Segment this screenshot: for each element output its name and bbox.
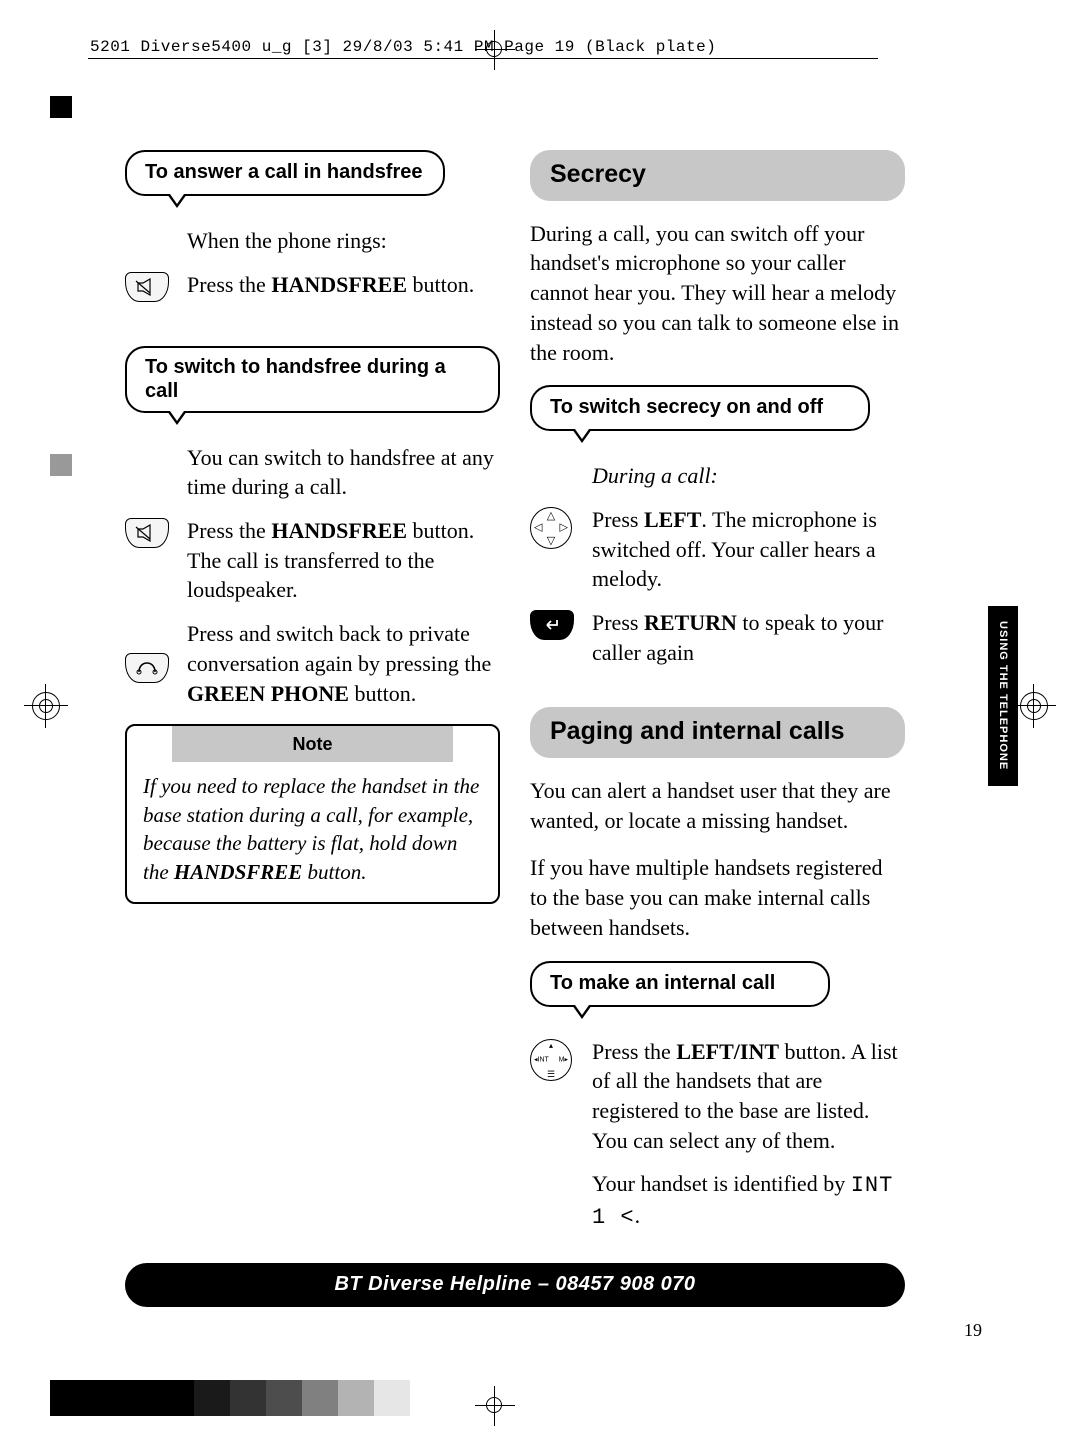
instruction-row: Press and switch back to private convers…	[125, 619, 500, 708]
registration-mark-left	[28, 688, 64, 724]
callout-switch-handsfree: To switch to handsfree during a call	[125, 346, 500, 413]
instruction-row: When the phone rings:	[125, 226, 500, 256]
section-paging: Paging and internal calls	[530, 707, 905, 758]
instruction-row: Press the HANDSFREE button. The call is …	[125, 516, 500, 605]
handsfree-icon	[125, 272, 169, 302]
page-content: To answer a call in handsfree When the p…	[125, 150, 905, 1247]
return-button-icon	[530, 610, 574, 640]
section-tab: USING THE TELEPHONE	[988, 606, 1018, 786]
registration-mark-right	[1016, 688, 1052, 724]
instruction-row: △▽◁▷ Press LEFT. The microphone is switc…	[530, 505, 905, 594]
press-color-bar	[50, 1380, 410, 1416]
callout-answer-handsfree: To answer a call in handsfree	[125, 150, 445, 196]
trim-marker-gray	[50, 454, 72, 476]
nav-button-icon: △▽◁▷	[530, 507, 572, 549]
instruction-text: Press the HANDSFREE button.	[187, 270, 500, 302]
callout-switch-secrecy: To switch secrecy on and off	[530, 385, 870, 431]
instruction-row: During a call:	[530, 461, 905, 491]
note-body: If you need to replace the handset in th…	[127, 772, 498, 885]
print-header: 5201 Diverse5400 u_g [3] 29/8/03 5:41 PM…	[90, 38, 716, 56]
instruction-row: ▴☰◂INTM▸ Press the LEFT/INT button. A li…	[530, 1037, 905, 1156]
crop-mark-bottom	[475, 1386, 515, 1426]
instruction-text: When the phone rings:	[187, 226, 500, 256]
page-number: 19	[964, 1320, 982, 1341]
body-text: During a call, you can switch off your h…	[530, 219, 905, 367]
instruction-row: You can switch to handsfree at any time …	[125, 443, 500, 502]
callout-title: To answer a call in handsfree	[145, 161, 423, 183]
handsfree-icon	[125, 518, 169, 548]
instruction-text: Press the HANDSFREE button. The call is …	[187, 516, 500, 605]
green-phone-icon	[125, 653, 169, 683]
body-text: You can alert a handset user that they a…	[530, 776, 905, 835]
crop-mark-top	[475, 30, 515, 70]
instruction-row: Press the HANDSFREE button.	[125, 270, 500, 302]
body-text: If you have multiple handsets registered…	[530, 853, 905, 942]
instruction-text: Press and switch back to private convers…	[187, 619, 500, 708]
left-column: To answer a call in handsfree When the p…	[125, 150, 500, 1247]
note-title: Note	[172, 726, 453, 762]
instruction-row: Your handset is identified by INT 1 <.	[530, 1169, 905, 1232]
instruction-text: Press RETURN to speak to your caller aga…	[592, 608, 905, 667]
trim-marker-black	[50, 96, 72, 118]
callout-title: To make an internal call	[550, 972, 775, 994]
instruction-text: Your handset is identified by INT 1 <.	[592, 1169, 905, 1232]
instruction-text: You can switch to handsfree at any time …	[187, 443, 500, 502]
instruction-subhead: During a call:	[592, 461, 905, 491]
instruction-row: Press RETURN to speak to your caller aga…	[530, 608, 905, 667]
callout-title: To switch to handsfree during a call	[145, 356, 446, 402]
callout-title: To switch secrecy on and off	[550, 396, 823, 418]
int-button-icon: ▴☰◂INTM▸	[530, 1039, 572, 1081]
footer-helpline: BT Diverse Helpline – 08457 908 070	[125, 1263, 905, 1307]
instruction-text: Press LEFT. The microphone is switched o…	[592, 505, 905, 594]
instruction-text: Press the LEFT/INT button. A list of all…	[592, 1037, 905, 1156]
section-secrecy: Secrecy	[530, 150, 905, 201]
note-box: Note If you need to replace the handset …	[125, 724, 500, 904]
right-column: Secrecy During a call, you can switch of…	[530, 150, 905, 1247]
callout-internal-call: To make an internal call	[530, 961, 830, 1007]
